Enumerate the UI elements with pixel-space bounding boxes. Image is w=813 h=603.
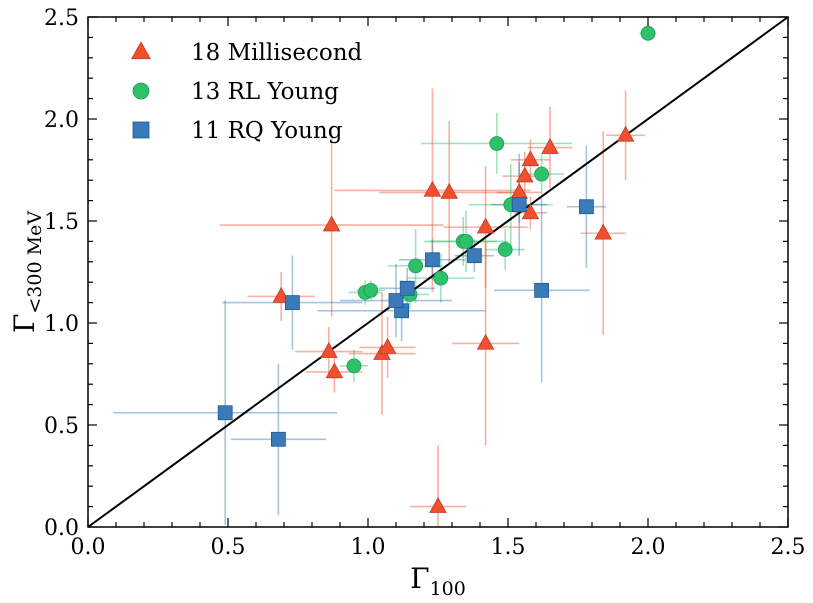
18-millisecond-point-1 bbox=[319, 342, 338, 358]
y-tick-label: 0.0 bbox=[44, 516, 79, 541]
18-millisecond-point-7 bbox=[429, 497, 447, 513]
x-tick-label: 1.5 bbox=[491, 535, 526, 560]
x-tick-label: 2.0 bbox=[631, 535, 666, 560]
18-millisecond-point-15 bbox=[541, 138, 559, 154]
legend-entry-18-millisecond: 18 Millisecond bbox=[131, 40, 363, 66]
x-axis-label-main: Γ bbox=[410, 562, 429, 595]
legend-marker-18-millisecond bbox=[131, 41, 151, 60]
x-tick-label: 2.5 bbox=[771, 535, 806, 560]
18-millisecond-point-3 bbox=[325, 362, 344, 379]
y-tick-label: 1.0 bbox=[44, 312, 79, 337]
legend-label-13-rl-young: 13 RL Young bbox=[191, 79, 339, 105]
x-axis-label: Γ100 bbox=[410, 562, 466, 600]
legend-label-11-rq-young: 11 RQ Young bbox=[191, 118, 343, 144]
11-rq-young-point-6 bbox=[424, 252, 440, 268]
13-rl-young-point-7 bbox=[458, 233, 474, 249]
18-millisecond-point-12 bbox=[515, 166, 534, 183]
y-axis-label-main: Γ bbox=[8, 314, 41, 333]
y-tick-label: 0.5 bbox=[44, 414, 79, 439]
13-rl-young-point-11 bbox=[534, 166, 549, 182]
axis-ticks: 0.0 0.5 1.0 1.5 2.0 2.5 0.0 0.5 1.0 1.5 2.0 2.5 bbox=[44, 6, 806, 560]
18-millisecond-point-8 bbox=[440, 182, 459, 199]
x-tick-label: 0.5 bbox=[211, 535, 246, 560]
y-tick-label: 2.0 bbox=[44, 108, 79, 133]
13-rl-young-point-0 bbox=[346, 358, 362, 374]
13-rl-young-point-4 bbox=[408, 258, 424, 274]
18-millisecond-point-2 bbox=[322, 215, 341, 232]
x-tick-label: 0.0 bbox=[71, 535, 106, 560]
11-rq-young-point-1 bbox=[270, 431, 286, 447]
error-bars-layer bbox=[113, 27, 657, 527]
y-tick-label: 1.5 bbox=[44, 210, 79, 235]
11-rq-young-point-0 bbox=[217, 405, 233, 421]
18-millisecond-point-5 bbox=[378, 337, 397, 354]
axes-frame bbox=[87, 16, 789, 528]
legend-marker-13-rl-young bbox=[132, 82, 150, 100]
legend-entry-11-rq-young: 11 RQ Young bbox=[132, 118, 343, 144]
11-rq-young-point-9 bbox=[534, 282, 549, 298]
plot-frame bbox=[87, 16, 789, 528]
x-tick-label: 1.0 bbox=[351, 535, 386, 560]
legend-entry-13-rl-young: 13 RL Young bbox=[132, 79, 339, 105]
13-rl-young-point-9 bbox=[497, 242, 513, 257]
11-rq-young-point-5 bbox=[399, 280, 415, 296]
18-millisecond-point-9 bbox=[476, 217, 495, 234]
18-millisecond-point-10 bbox=[476, 333, 495, 350]
13-rl-young-point-2 bbox=[363, 282, 379, 298]
y-axis-label-sub: <300 MeV bbox=[24, 211, 46, 314]
18-millisecond-point-6 bbox=[423, 180, 442, 197]
11-rq-young-point-7 bbox=[466, 248, 482, 264]
11-rq-young-point-2 bbox=[284, 295, 300, 311]
11-rq-young-point-4 bbox=[388, 293, 404, 308]
legend-label-18-millisecond: 18 Millisecond bbox=[191, 40, 363, 66]
x-axis-label-sub: 100 bbox=[430, 578, 466, 600]
legend-marker-11-rq-young bbox=[132, 121, 150, 139]
11-rq-young-point-8 bbox=[511, 197, 527, 213]
18-millisecond-point-16 bbox=[594, 223, 613, 240]
13-rl-young-point-12 bbox=[640, 25, 656, 41]
13-rl-young-point-8 bbox=[489, 136, 505, 151]
y-axis-label: Γ<300 MeV bbox=[8, 211, 46, 333]
18-millisecond-point-17 bbox=[616, 125, 635, 142]
11-rq-young-point-10 bbox=[579, 199, 594, 215]
13-rl-young-point-5 bbox=[433, 270, 449, 286]
markers-layer bbox=[217, 25, 656, 513]
18-millisecond-point-13 bbox=[521, 150, 540, 167]
legend: 18 Millisecond 13 RL Young 11 RQ Young bbox=[131, 40, 363, 144]
y-tick-label: 2.5 bbox=[44, 6, 79, 31]
